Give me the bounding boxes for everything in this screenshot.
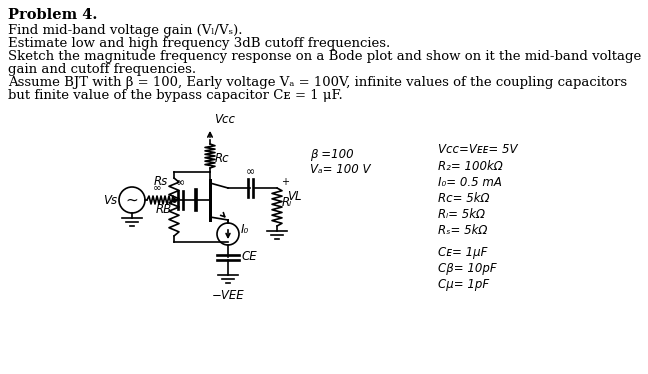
Text: Rs: Rs	[154, 175, 168, 188]
Text: Assume BJT with β = 100, Early voltage Vₐ = 100V, infinite values of the couplin: Assume BJT with β = 100, Early voltage V…	[8, 76, 627, 89]
Text: gain and cutoff frequencies.: gain and cutoff frequencies.	[8, 63, 196, 76]
Text: Sketch the magnitude frequency response on a Bode plot and show on it the mid-ba: Sketch the magnitude frequency response …	[8, 50, 642, 63]
Text: RB: RB	[156, 203, 172, 216]
Text: Find mid-band voltage gain (Vₗ/Vₛ).: Find mid-band voltage gain (Vₗ/Vₛ).	[8, 24, 242, 37]
Text: Estimate low and high frequency 3dB cutoff frequencies.: Estimate low and high frequency 3dB cuto…	[8, 37, 390, 50]
Text: Rₗ= 5kΩ: Rₗ= 5kΩ	[438, 208, 485, 221]
Text: Cᴇ= 1μF: Cᴇ= 1μF	[438, 246, 487, 259]
Text: +: +	[281, 177, 289, 187]
Text: Rc: Rc	[215, 152, 229, 165]
Text: Rₛ= 5kΩ: Rₛ= 5kΩ	[438, 224, 487, 237]
Text: Problem 4.: Problem 4.	[8, 8, 97, 22]
Text: VL: VL	[287, 190, 301, 203]
Text: Vₐ= 100 V: Vₐ= 100 V	[310, 163, 371, 176]
Text: −VEE: −VEE	[212, 289, 245, 302]
Text: CE: CE	[242, 251, 258, 264]
Text: β =100: β =100	[310, 148, 354, 161]
Text: Rᴄ= 5kΩ: Rᴄ= 5kΩ	[438, 192, 489, 205]
Text: Vᴄᴄ=Vᴇᴇ= 5V: Vᴄᴄ=Vᴇᴇ= 5V	[438, 143, 518, 156]
Text: I₀= 0.5 mA: I₀= 0.5 mA	[438, 176, 502, 189]
Text: R₂= 100kΩ: R₂= 100kΩ	[438, 160, 503, 173]
Text: ~: ~	[126, 193, 139, 208]
Text: $\infty$: $\infty$	[175, 177, 185, 187]
Text: Cμ= 1pF: Cμ= 1pF	[438, 278, 489, 291]
Text: I₀: I₀	[241, 223, 249, 236]
Text: but finite value of the bypass capacitor Cᴇ = 1 μF.: but finite value of the bypass capacitor…	[8, 89, 343, 102]
Text: Vs: Vs	[103, 193, 117, 206]
Text: $\infty$: $\infty$	[245, 166, 255, 176]
Text: $\infty$: $\infty$	[152, 182, 161, 192]
Text: Rₗ: Rₗ	[282, 196, 292, 209]
Text: Cβ= 10pF: Cβ= 10pF	[438, 262, 496, 275]
Text: Vcc: Vcc	[214, 113, 235, 126]
